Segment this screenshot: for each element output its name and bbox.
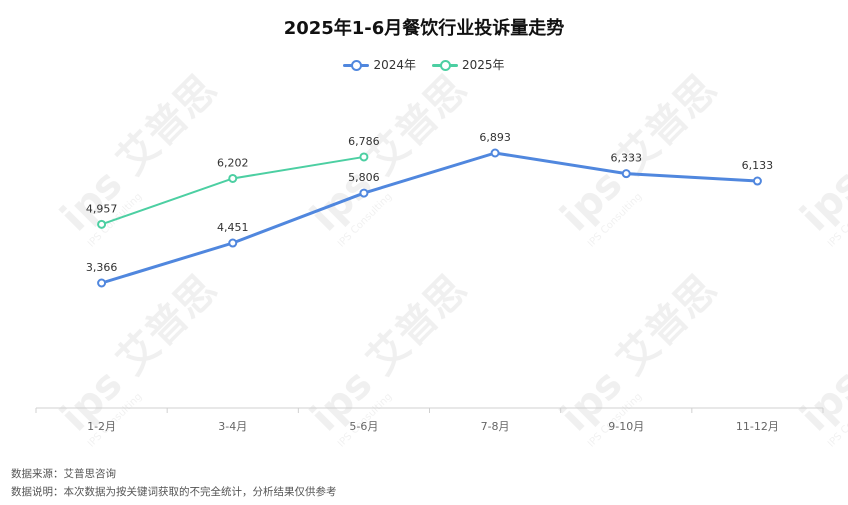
x-tick-label: 11-12月 xyxy=(736,420,779,433)
data-label: 4,451 xyxy=(217,221,249,234)
chart-legend: 2024年 2025年 xyxy=(0,56,848,73)
data-point[interactable] xyxy=(97,219,107,229)
data-label: 6,333 xyxy=(611,152,643,165)
data-point[interactable] xyxy=(752,176,762,186)
data-label: 5,806 xyxy=(348,171,380,184)
x-tick-label: 9-10月 xyxy=(608,420,644,433)
data-label: 6,893 xyxy=(479,131,511,144)
data-point[interactable] xyxy=(97,278,107,288)
data-label: 3,366 xyxy=(86,261,118,274)
data-note: 数据说明：本次数据为按关键词获取的不完全统计，分析结果仅供参考 xyxy=(11,486,337,498)
data-point[interactable] xyxy=(359,152,369,162)
legend-item-2025[interactable]: 2025年 xyxy=(432,56,505,73)
data-label: 6,133 xyxy=(742,159,774,172)
x-tick-label: 3-4月 xyxy=(218,420,247,433)
series-line-2024年 xyxy=(101,151,758,285)
data-point[interactable] xyxy=(621,169,631,179)
data-label: 4,957 xyxy=(86,202,118,215)
legend-item-2024[interactable]: 2024年 xyxy=(343,56,416,73)
line-marker-icon xyxy=(432,58,458,72)
line-marker-icon xyxy=(343,58,370,72)
legend-label: 2024年 xyxy=(373,58,416,72)
data-label: 6,202 xyxy=(217,156,249,169)
data-point[interactable] xyxy=(490,148,500,158)
x-tick-label: 7-8月 xyxy=(481,420,510,433)
data-point[interactable] xyxy=(359,188,369,198)
legend-label: 2025年 xyxy=(462,58,505,72)
x-tick-label: 5-6月 xyxy=(349,420,378,433)
data-point[interactable] xyxy=(228,238,238,248)
data-point[interactable] xyxy=(228,173,238,183)
data-source: 数据来源：艾普思咨询 xyxy=(11,468,116,480)
data-label: 6,786 xyxy=(348,135,380,148)
x-tick-label: 1-2月 xyxy=(87,420,116,433)
chart-title: 2025年1-6月餐饮行业投诉量走势 xyxy=(283,18,565,39)
